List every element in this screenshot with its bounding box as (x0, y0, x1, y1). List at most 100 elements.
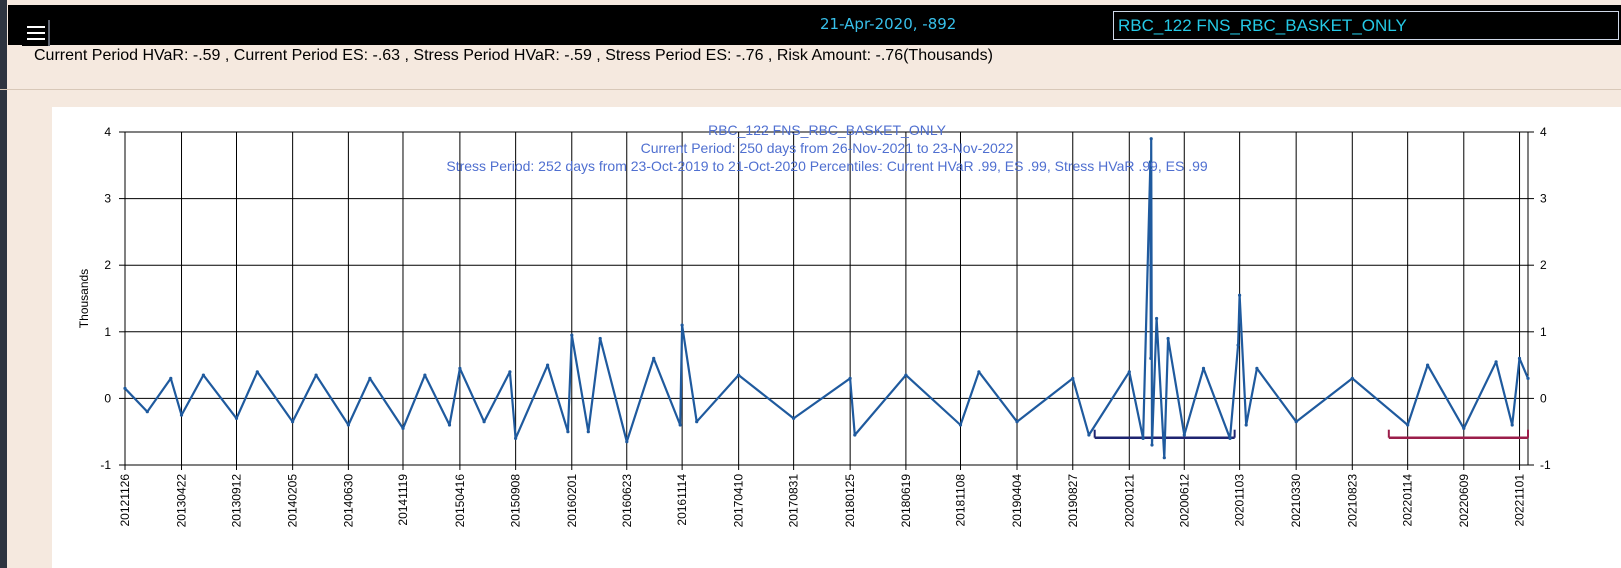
series-point (255, 370, 259, 374)
y-tick-label: 2 (104, 258, 111, 272)
x-tick-label: 20130912 (230, 474, 244, 528)
x-tick-label: 20161114 (675, 474, 689, 526)
series-point (1510, 423, 1514, 427)
series-point (1141, 436, 1145, 440)
series-point (652, 356, 656, 360)
series-point (169, 376, 173, 380)
series-point (1149, 356, 1153, 360)
x-tick-label: 20121126 (118, 474, 132, 527)
chart-subtitle-stress: Stress Period: 252 days from 23-Oct-2019… (446, 158, 1207, 174)
header-divider (0, 89, 1621, 90)
series-point (570, 333, 574, 337)
y-tick-label-right: 2 (1540, 258, 1547, 272)
x-tick-label: 20140205 (286, 474, 300, 528)
series-point (514, 436, 518, 440)
hamburger-menu-icon[interactable] (22, 20, 50, 46)
x-tick-label: 20180619 (899, 474, 913, 528)
series-point (1350, 376, 1354, 380)
current-period-marker (1387, 429, 1529, 439)
x-tick-label: 20181108 (953, 474, 967, 527)
series-point (1149, 137, 1153, 141)
series-point (368, 376, 372, 380)
x-tick-label: 20130422 (175, 474, 189, 528)
series-point (123, 386, 127, 390)
y-axis-label: Thousands (77, 269, 91, 328)
series-point (977, 370, 981, 374)
series-point (848, 376, 852, 380)
series-point (546, 363, 550, 367)
x-tick-label: 20141119 (396, 474, 410, 526)
series-point (1244, 423, 1248, 427)
series-point (1255, 366, 1259, 370)
x-tick-label: 20160201 (565, 474, 579, 528)
series-point (792, 416, 796, 420)
basket-input[interactable] (1113, 11, 1619, 40)
series-point (1155, 316, 1159, 321)
series-point (314, 373, 318, 377)
x-tick-label: 20150908 (509, 474, 523, 528)
series-point (1071, 376, 1075, 380)
chart-panel: RBC_122 FNS_RBC_BASKET_ONLY Current Peri… (52, 107, 1621, 568)
risk-metrics-summary: Current Period HVaR: -.59 , Current Peri… (34, 47, 993, 64)
x-tick-label: 20140630 (341, 474, 355, 528)
series-point (566, 430, 570, 434)
series-point (482, 420, 486, 424)
series-point (678, 423, 682, 427)
x-tick-label: 20170831 (787, 474, 801, 528)
left-window-edge (0, 0, 7, 568)
series-point (1015, 420, 1019, 424)
y-tick-label-right: 3 (1540, 192, 1547, 206)
y-tick-label: 3 (104, 192, 111, 206)
series-point (401, 426, 405, 430)
y-tick-label: 0 (104, 391, 111, 405)
series-point (1087, 433, 1091, 437)
x-tick-label: 20180125 (843, 474, 857, 528)
series-point (234, 416, 239, 420)
x-tick-label: 20210330 (1289, 474, 1303, 528)
x-tick-label: 20200612 (1177, 474, 1191, 528)
series-point (1294, 420, 1298, 424)
series-point (423, 373, 427, 377)
series-point (291, 420, 295, 424)
series-point (447, 423, 452, 427)
series-point (1494, 360, 1498, 364)
series-point (458, 366, 462, 370)
series-point (346, 423, 350, 427)
series-point (680, 323, 684, 327)
x-tick-label: 20201103 (1233, 474, 1247, 527)
x-tick-label: 20221101 (1513, 474, 1527, 527)
plot-frame (124, 131, 1529, 466)
series-point (853, 433, 857, 437)
chart-title: RBC_122 FNS_RBC_BASKET_ONLY (708, 122, 946, 138)
series-point (1162, 456, 1166, 460)
x-tick-label: 20170410 (732, 474, 746, 528)
series-point (1228, 436, 1232, 440)
y-tick-label-right: 1 (1540, 325, 1547, 339)
x-tick-label: 20190827 (1066, 474, 1080, 528)
series-point (586, 430, 590, 434)
series-point (1127, 370, 1131, 374)
series-line (124, 137, 1530, 459)
y-tick-label-right: 0 (1540, 391, 1547, 405)
hvar-chart[interactable]: RBC_122 FNS_RBC_BASKET_ONLY Current Peri… (52, 107, 1621, 568)
y-tick-label-right: 4 (1540, 125, 1547, 139)
series-point (1182, 433, 1186, 437)
series-point (1201, 366, 1206, 370)
series-point (1406, 423, 1410, 427)
x-tick-label: 20210823 (1345, 474, 1359, 528)
x-tick-label: 20190404 (1010, 474, 1024, 528)
y-tick-label: -1 (100, 458, 111, 472)
series-point (145, 410, 149, 414)
series-point (1426, 363, 1430, 367)
series-point (958, 423, 963, 427)
x-tick-label: 20150416 (453, 474, 467, 528)
series-point (179, 413, 184, 417)
series-point (1166, 336, 1170, 341)
series-point (625, 440, 629, 444)
series-point (201, 373, 205, 377)
y-tick-label-right: -1 (1540, 458, 1551, 472)
selected-point-readout: 21-Apr-2020, -892 (820, 15, 957, 33)
series-point (598, 336, 602, 341)
chart-subtitle: Current Period: 250 days from 26-Nov-202… (641, 140, 1014, 156)
series-point (1238, 293, 1242, 297)
